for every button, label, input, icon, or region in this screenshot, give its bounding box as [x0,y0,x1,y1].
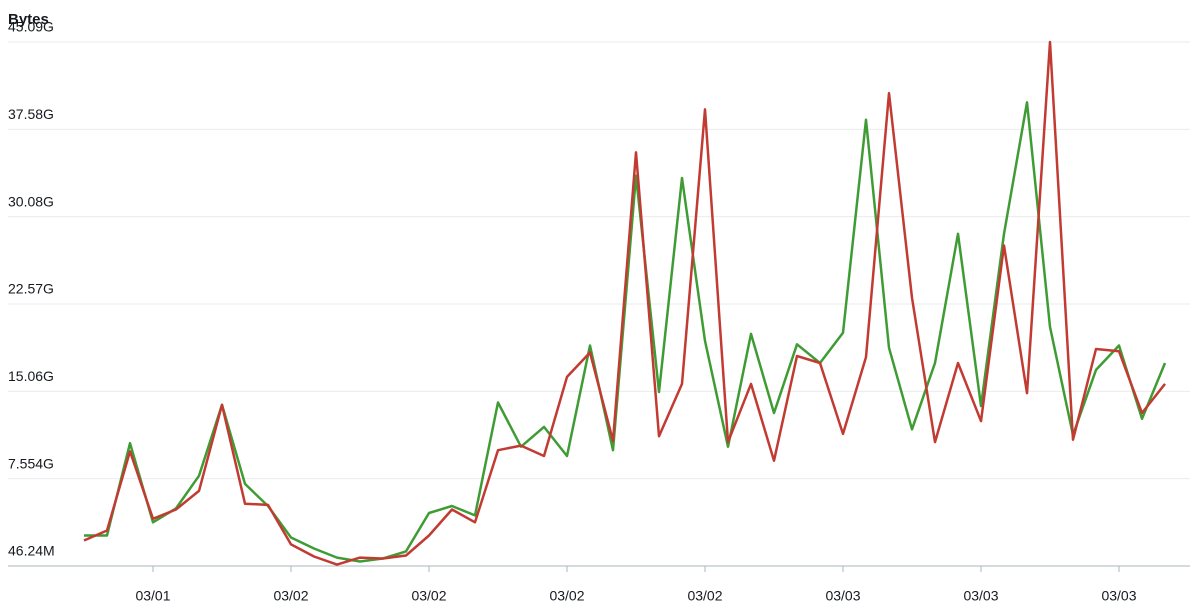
x-tick-label: 03/03 [1101,588,1136,604]
y-tick-label: 15.06G [8,368,54,384]
chart-title: Bytes [8,11,49,28]
x-tick-label: 03/03 [825,588,860,604]
y-tick-label: 46.24M [8,543,55,559]
x-tick-label: 03/03 [963,588,998,604]
y-tick-label: 22.57G [8,281,54,297]
x-tick-label: 03/02 [273,588,308,604]
x-tick-label: 03/02 [411,588,446,604]
x-tick-label: 03/01 [135,588,170,604]
x-tick-label: 03/02 [687,588,722,604]
y-tick-label: 7.554G [8,455,54,471]
y-tick-label: 45.09G [8,19,54,35]
x-tick-label: 03/02 [549,588,584,604]
series-line [84,101,1167,563]
series-line [83,40,1166,566]
y-tick-label: 30.08G [8,193,54,209]
y-tick-label: 37.58G [8,106,54,122]
